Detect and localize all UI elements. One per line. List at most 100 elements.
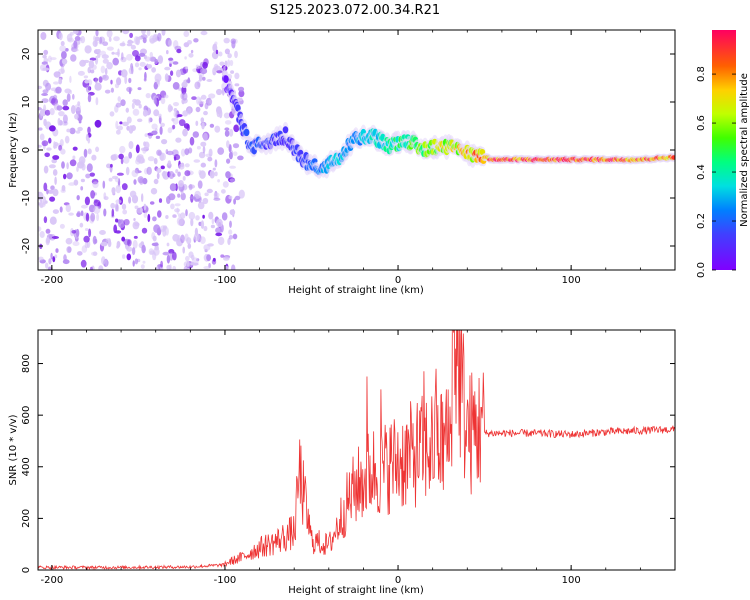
spectrogram-speck <box>99 230 106 235</box>
x-tick-label: -200 <box>40 575 63 586</box>
x-tick-label: 100 <box>562 575 581 586</box>
spectrogram-speck <box>238 90 245 98</box>
spectrogram-speck <box>119 42 126 47</box>
spectrogram-speck <box>237 155 244 161</box>
spectrogram-speck <box>153 224 161 233</box>
colorbar-gradient <box>712 30 736 270</box>
spectrogram-speck <box>141 193 144 203</box>
spectrogram-speck <box>130 44 136 50</box>
spectrogram-speck <box>131 102 135 110</box>
spectrogram-speck <box>175 169 179 174</box>
spectrogram-speck <box>76 212 81 218</box>
spectrogram-speck <box>97 52 101 59</box>
spectrogram-speck <box>106 30 113 38</box>
spectrogram-speck <box>175 137 182 143</box>
y-tick-label: 10 <box>21 96 32 109</box>
spectrogram-speck <box>200 68 208 75</box>
spectrogram-speck <box>140 241 145 246</box>
spectrogram-speck <box>110 163 113 168</box>
spectrogram-speck <box>80 259 87 268</box>
y-tick-label: 800 <box>21 354 32 373</box>
spectrogram-speck <box>156 172 160 180</box>
spectrogram-speck <box>58 68 65 74</box>
spectrogram-speck <box>134 62 140 68</box>
spectrogram-speck <box>57 117 61 126</box>
spectrogram-speck <box>205 153 212 158</box>
spectrogram-speck <box>119 121 123 125</box>
spectrogram-speck <box>203 266 211 270</box>
spectrogram-speck <box>164 66 171 71</box>
spectrogram-speck <box>53 141 56 150</box>
spectrogram-speck <box>84 45 92 54</box>
spectrogram-speck <box>128 77 132 84</box>
spectrogram-speck <box>112 153 119 160</box>
spectrogram-speck <box>80 186 84 191</box>
spectrogram-speck <box>109 111 115 117</box>
spectrogram-speck <box>214 171 218 177</box>
spectrogram-speck <box>65 237 73 245</box>
spectrogram-speck <box>78 120 82 124</box>
spectrogram-speck <box>132 260 135 267</box>
spectrogram-speck <box>194 81 201 90</box>
spectrogram-speck <box>110 202 116 209</box>
spectrogram-speck <box>81 204 88 209</box>
snr-series-line <box>38 330 675 570</box>
spectrogram-speck <box>224 130 230 137</box>
x-tick-label: 0 <box>395 275 401 286</box>
spectrogram-speck <box>76 166 79 172</box>
spectrogram-speck <box>105 238 111 243</box>
colorbar-ticks: 0.0 0.2 0.4 0.6 0.8 <box>696 66 736 278</box>
spectrogram-speck <box>131 169 139 178</box>
spectrogram-speck <box>94 36 100 42</box>
colorbar-tick-label: 0.8 <box>696 66 707 82</box>
spectrogram-speck <box>113 36 120 42</box>
spectrogram-speck <box>143 141 147 147</box>
colorbar-tick-label: 0.0 <box>696 262 707 278</box>
spectrogram-speck <box>85 173 91 179</box>
spectrogram-speck <box>212 167 216 171</box>
spectrogram-speck <box>224 127 230 131</box>
y-tick-label: -20 <box>21 238 32 254</box>
spectrogram-speck <box>203 110 208 116</box>
spectrogram-speck <box>50 57 57 61</box>
spectrogram-speck <box>161 30 166 36</box>
spectrogram-speck <box>209 123 215 128</box>
spectrogram-speck <box>62 105 70 111</box>
spectrogram-speck <box>200 94 207 100</box>
spectrogram-speck <box>90 212 96 222</box>
spectrogram-speck <box>56 105 63 111</box>
spectrogram-speck <box>119 145 126 154</box>
spectrogram-speck <box>210 224 215 229</box>
spectrogram-speck <box>126 253 132 261</box>
spectrogram-speck <box>202 132 208 142</box>
spectrogram-speck <box>164 94 169 99</box>
spectrogram-speck <box>216 218 223 228</box>
spectrogram-speck <box>221 212 228 221</box>
spectrogram-speck <box>90 190 95 199</box>
spectrogram-speck <box>43 165 49 174</box>
spectrogram-speck <box>61 58 68 65</box>
spectrogram-speck <box>164 73 169 82</box>
y-tick-label: 400 <box>21 457 32 476</box>
spectrogram-speck <box>197 100 205 105</box>
spectrogram-speck <box>45 262 49 269</box>
spectrogram-speck <box>214 65 221 71</box>
spectrogram-speck <box>96 49 101 54</box>
spectrogram-speck <box>196 145 201 150</box>
top-y-ticks: -20 -10 0 10 20 <box>21 48 675 254</box>
x-tick-label: 0 <box>395 575 401 586</box>
snr-frame <box>37 329 676 571</box>
spectrogram-speck <box>87 148 92 155</box>
spectrogram-speck <box>178 213 181 218</box>
spectrogram-speck <box>115 184 122 194</box>
spectrogram-speck <box>141 227 148 234</box>
spectrogram-speck <box>38 127 43 131</box>
spectrogram-speck <box>141 244 146 254</box>
spectrogram-speck <box>159 126 163 135</box>
spectrogram-speck <box>223 112 230 119</box>
spectrogram-speck <box>94 238 98 244</box>
spectrogram-speck <box>223 65 226 72</box>
spectrogram-speck <box>197 180 203 189</box>
ridge-cell <box>223 75 229 83</box>
spectrogram-speck <box>111 187 116 194</box>
